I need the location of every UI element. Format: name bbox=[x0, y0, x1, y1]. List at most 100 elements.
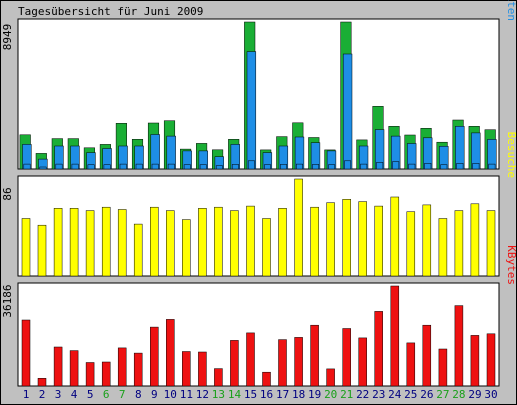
bar-seiten-day-17 bbox=[280, 164, 287, 170]
bar-kbytes-day-25 bbox=[406, 342, 416, 387]
bar-kbytes-day-1 bbox=[21, 319, 31, 387]
bar-seiten-day-18 bbox=[296, 163, 303, 170]
bar-besuche-day-6 bbox=[101, 206, 111, 277]
day-label-9: 9 bbox=[151, 388, 158, 401]
day-label-29: 29 bbox=[468, 388, 481, 401]
day-label-26: 26 bbox=[420, 388, 433, 401]
bar-kbytes-day-26 bbox=[422, 324, 432, 387]
bar-seiten-day-27 bbox=[440, 164, 448, 170]
day-label-7: 7 bbox=[119, 388, 126, 401]
bar-seiten-day-19 bbox=[312, 164, 320, 170]
bar-seiten-day-1 bbox=[23, 163, 31, 170]
bar-besuche-day-27 bbox=[438, 218, 448, 277]
bar-besuche-day-14 bbox=[230, 210, 239, 277]
bar-seiten-day-21 bbox=[344, 160, 352, 170]
bar-seiten-day-7 bbox=[119, 163, 127, 170]
bar-seiten-day-10 bbox=[167, 163, 175, 170]
panel-visits-legend: Besuche bbox=[505, 132, 517, 178]
bar-dateien-day-15 bbox=[246, 51, 257, 170]
bar-besuche-day-29 bbox=[470, 203, 480, 277]
day-label-16: 16 bbox=[260, 388, 273, 401]
bar-besuche-day-7 bbox=[117, 209, 127, 277]
day-label-14: 14 bbox=[228, 388, 242, 401]
bar-besuche-day-28 bbox=[454, 210, 464, 277]
bar-seiten-day-20 bbox=[328, 164, 336, 170]
bar-besuche-day-11 bbox=[182, 219, 191, 277]
day-label-22: 22 bbox=[356, 388, 369, 401]
bar-kbytes-day-16 bbox=[262, 371, 271, 387]
day-label-30: 30 bbox=[484, 388, 497, 401]
chart-panels: 8949 Anfragen/Dateien/Seiten 86 Besuche 3618… bbox=[1, 0, 517, 387]
bar-kbytes-day-6 bbox=[101, 361, 111, 387]
panel-kbytes-legend: KBytes bbox=[505, 245, 517, 285]
bar-besuche-day-12 bbox=[198, 208, 207, 277]
bar-kbytes-day-20 bbox=[326, 368, 335, 387]
bar-kbytes-day-11 bbox=[182, 351, 191, 387]
bar-besuche-day-5 bbox=[85, 210, 95, 277]
panel-requests-max-label: 8949 bbox=[1, 24, 14, 51]
bar-seiten-day-15 bbox=[247, 160, 255, 170]
bar-kbytes-day-22 bbox=[358, 337, 367, 387]
bar-kbytes-day-12 bbox=[198, 351, 207, 387]
day-label-21: 21 bbox=[340, 388, 353, 401]
bar-seiten-day-11 bbox=[183, 164, 191, 170]
bar-seiten-day-28 bbox=[456, 163, 464, 170]
bar-kbytes-day-17 bbox=[278, 339, 287, 387]
bar-kbytes-day-4 bbox=[69, 350, 79, 387]
bar-seiten-day-14 bbox=[231, 164, 239, 170]
bar-seiten-day-8 bbox=[135, 163, 143, 170]
day-label-6: 6 bbox=[103, 388, 110, 401]
panel-requests: 8949 Anfragen/Dateien/Seiten bbox=[1, 0, 517, 170]
bar-besuche-day-4 bbox=[69, 208, 79, 277]
bar-kbytes-day-5 bbox=[85, 362, 95, 387]
legend-besuche: Besuche bbox=[505, 132, 517, 178]
day-label-23: 23 bbox=[372, 388, 385, 401]
panel-requests-background bbox=[17, 18, 500, 170]
bar-kbytes-day-19 bbox=[310, 324, 319, 387]
bar-seiten-day-25 bbox=[408, 163, 416, 170]
bar-dateien-day-21 bbox=[342, 53, 353, 170]
bar-kbytes-day-24 bbox=[390, 285, 400, 387]
day-label-11: 11 bbox=[180, 388, 193, 401]
bar-kbytes-day-18 bbox=[294, 337, 303, 387]
bar-besuche-day-3 bbox=[53, 208, 63, 277]
bar-besuche-day-10 bbox=[166, 210, 175, 277]
day-label-12: 12 bbox=[196, 388, 209, 401]
bar-besuche-day-21 bbox=[342, 199, 351, 277]
bar-besuche-day-26 bbox=[422, 204, 432, 277]
bar-kbytes-day-28 bbox=[454, 305, 464, 387]
bar-seiten-day-22 bbox=[360, 163, 368, 170]
bar-kbytes-day-15 bbox=[246, 332, 255, 387]
day-labels: 1 2 3 4 5 6 7 8 9 10 11 12 13 14 15 16 17 18 19 20 21 22 23 24 2… bbox=[23, 388, 498, 401]
bar-seiten-day-3 bbox=[55, 163, 63, 170]
day-label-3: 3 bbox=[55, 388, 62, 401]
day-label-17: 17 bbox=[276, 388, 289, 401]
day-label-19: 19 bbox=[308, 388, 321, 401]
bar-kbytes-day-9 bbox=[150, 326, 159, 387]
bar-seiten-day-9 bbox=[151, 163, 159, 170]
bar-besuche-day-20 bbox=[326, 202, 335, 277]
bar-kbytes-day-27 bbox=[438, 348, 448, 387]
bar-dateien-day-9 bbox=[150, 134, 160, 170]
bar-seiten-day-5 bbox=[87, 164, 95, 170]
panel-visits-max-label: 86 bbox=[1, 187, 14, 200]
day-label-20: 20 bbox=[324, 388, 337, 401]
bar-seiten-day-23 bbox=[376, 162, 384, 170]
bar-besuche-day-15 bbox=[246, 205, 255, 277]
bar-kbytes-day-29 bbox=[470, 335, 480, 387]
bar-seiten-day-24 bbox=[392, 161, 400, 170]
legend-kbytes: KBytes bbox=[505, 245, 517, 285]
bar-seiten-day-6 bbox=[103, 164, 111, 170]
bar-kbytes-day-23 bbox=[374, 311, 383, 387]
bar-seiten-day-4 bbox=[71, 163, 79, 170]
bar-kbytes-day-13 bbox=[214, 368, 223, 387]
bar-besuche-day-16 bbox=[262, 218, 271, 277]
bar-besuche-day-18 bbox=[294, 178, 303, 277]
panel-visits: 86 Besuche bbox=[1, 132, 517, 277]
bar-seiten-day-2 bbox=[39, 166, 47, 170]
bar-besuche-day-8 bbox=[133, 223, 143, 277]
legend-seiten: Seiten bbox=[505, 0, 517, 21]
day-label-5: 5 bbox=[87, 388, 94, 401]
bar-kbytes-day-14 bbox=[230, 340, 239, 387]
